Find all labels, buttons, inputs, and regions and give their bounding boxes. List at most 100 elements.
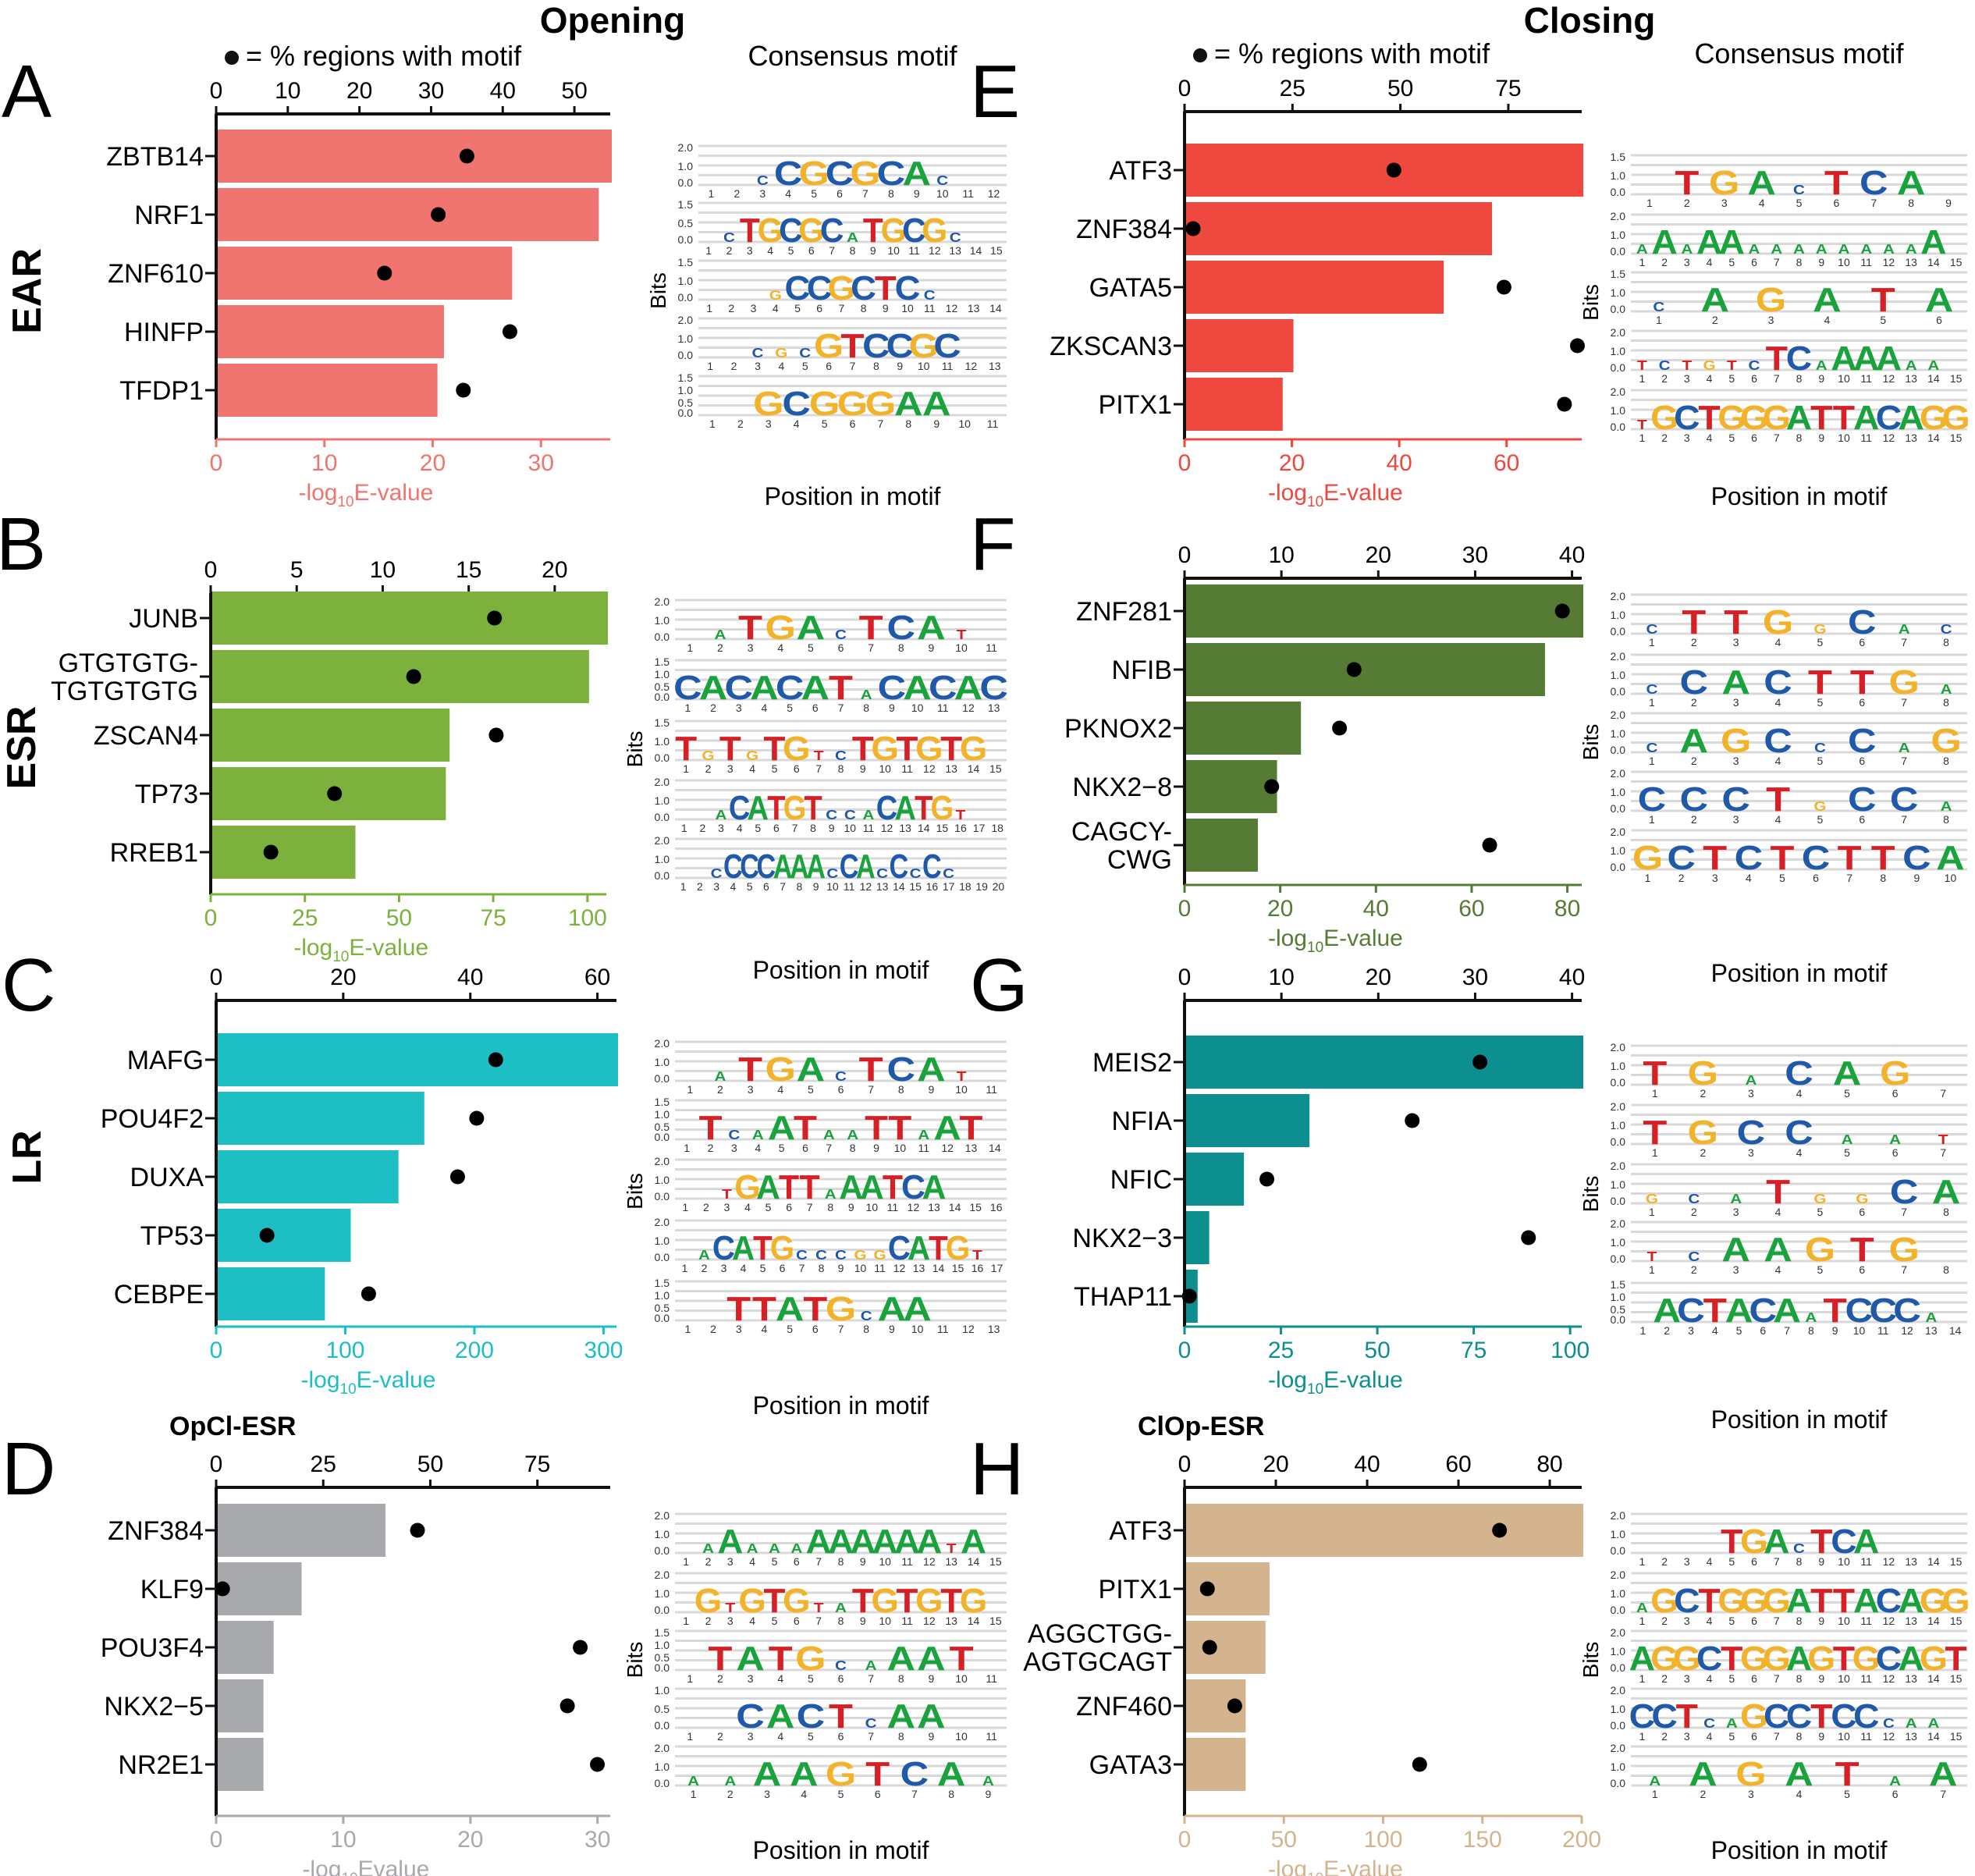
bottom-tick-label: 40 xyxy=(1386,450,1412,476)
logo-letter: A xyxy=(1898,1639,1923,1678)
panel-a: A EAR = % regions with motif Consensus moti… xyxy=(2,40,1007,510)
percent-dot xyxy=(1181,1288,1197,1304)
logo-letter: A xyxy=(1853,398,1879,437)
logo-letter: G xyxy=(828,269,855,307)
logo-position-label: 7 xyxy=(911,1788,918,1800)
logo-ytick-label: 0.0 xyxy=(678,291,694,304)
percent-dot xyxy=(1521,1230,1536,1245)
logo-position-label: 9 xyxy=(1818,1672,1824,1685)
logo-position-label: 3 xyxy=(1684,1730,1690,1743)
percent-dot xyxy=(590,1757,606,1772)
logo-letter: T xyxy=(957,1068,967,1084)
logo-letter: A xyxy=(1813,281,1842,319)
panel-e: E = % regions with motif Consensus motif 0 2… xyxy=(970,37,1970,510)
logo-position-label: 11 xyxy=(901,762,913,775)
logo-position-label: 1 xyxy=(681,822,687,834)
logo-position-label: 9 xyxy=(883,302,889,314)
logo-position-label: 7 xyxy=(1940,1087,1946,1100)
logo-position-label: 8 xyxy=(1943,696,1949,709)
logo-letter: G xyxy=(758,211,783,250)
logo-letter: T xyxy=(1682,603,1706,641)
logo-letter: C xyxy=(1893,1292,1921,1330)
logo-letter: C xyxy=(1677,1292,1705,1330)
logo-position-label: 5 xyxy=(838,1788,844,1800)
logo-letter: A xyxy=(823,1127,835,1142)
logo-position-label: 10 xyxy=(911,1323,924,1335)
logo-ytick-label: 1.5 xyxy=(1611,268,1626,280)
logo-position-label: 1 xyxy=(1646,197,1653,209)
logo-letter: A xyxy=(797,609,826,647)
logo-letter: T xyxy=(767,788,785,826)
logo-position-label: 1 xyxy=(687,1672,693,1685)
logo-ytick-label: 1.5 xyxy=(655,716,670,729)
logo-letter: A xyxy=(1941,798,1952,814)
bottom-tick-label: 200 xyxy=(455,1338,494,1363)
logo-letter: G xyxy=(1931,722,1961,760)
category-label: ATF3 xyxy=(1109,1516,1172,1546)
logo-letter: A xyxy=(748,788,769,826)
logo-position-label: 5 xyxy=(1844,1788,1850,1800)
logo-letter: T xyxy=(1871,281,1895,319)
logo-letter: T xyxy=(1698,398,1721,437)
logo-ytick-label: 1.5 xyxy=(678,371,694,384)
top-tick-label: 20 xyxy=(1263,1451,1288,1477)
logo-letter: T xyxy=(841,326,865,364)
logo-position-label: 3 xyxy=(718,822,724,834)
logo-letter: T xyxy=(859,609,883,647)
logo-ytick-label: 1.5 xyxy=(655,1096,670,1108)
bar xyxy=(1186,1562,1270,1615)
logo-letter: G xyxy=(1805,1231,1835,1269)
logo-position-label: 15 xyxy=(936,822,949,834)
logo-position-label: 9 xyxy=(929,1672,935,1685)
logo-position-label: 10 xyxy=(958,417,971,430)
logo-position-label: 4 xyxy=(749,1615,755,1627)
top-tick-label: 10 xyxy=(275,78,300,104)
logo-position-label: 4 xyxy=(762,702,768,714)
percent-dot xyxy=(1227,1698,1242,1714)
logo-letter: C xyxy=(910,865,922,881)
logo-letter: T xyxy=(1643,1114,1667,1152)
logo-letter: T xyxy=(1637,357,1647,373)
bar xyxy=(1186,1504,1583,1557)
bar xyxy=(218,1679,264,1732)
logo-letter: C xyxy=(1688,1249,1700,1264)
logo-letter: C xyxy=(1785,1054,1813,1093)
logo-position-label: 11 xyxy=(937,1323,949,1335)
logo-position-label: 10 xyxy=(1838,1555,1850,1568)
logo-position-label: 9 xyxy=(870,244,876,257)
logo-letter: A xyxy=(916,1522,942,1561)
logo-position-label: 10 xyxy=(936,187,949,200)
logo-ytick-label: 0.5 xyxy=(655,680,670,693)
logo-ytick-label: 2.0 xyxy=(1611,1509,1626,1522)
logo-letter: G xyxy=(1763,1639,1791,1678)
logo-letter: G xyxy=(837,385,868,423)
logo-letter: A xyxy=(847,1127,858,1142)
category-label: ZNF384 xyxy=(108,1516,204,1546)
logo-position-label: 12 xyxy=(893,1262,906,1274)
logo-letter: G xyxy=(1942,398,1970,437)
logo-position-label: 14 xyxy=(968,1615,980,1627)
logo-position-label: 2 xyxy=(708,1142,714,1154)
position-in-motif-label: Position in motif xyxy=(753,1391,929,1419)
logo-position-label: 2 xyxy=(726,244,733,257)
logo-letter: A xyxy=(1793,241,1805,257)
category-label: ZNF610 xyxy=(108,259,204,289)
logo-ytick-label: 0.0 xyxy=(655,869,670,882)
logo-position-label: 1 xyxy=(680,880,687,893)
logo-position-label: 8 xyxy=(1796,1730,1803,1743)
logo-position-label: 8 xyxy=(838,762,844,775)
logo-position-label: 11 xyxy=(887,1201,899,1213)
percent-dot xyxy=(1199,1581,1215,1597)
logo-letter: C xyxy=(1638,780,1667,819)
logo-letter: T xyxy=(1698,1581,1721,1620)
dot-legend-label: = % regions with motif xyxy=(1214,37,1490,69)
logo-position-label: 7 xyxy=(780,880,786,893)
logo-letter: A xyxy=(1853,1581,1879,1620)
logo-letter: T xyxy=(1810,1697,1833,1736)
logo-position-label: 6 xyxy=(838,1083,844,1096)
logo-position-label: 7 xyxy=(1774,372,1780,385)
category-label: ZSCAN4 xyxy=(94,721,198,751)
logo-letter: A xyxy=(790,847,809,886)
logo-letter: C xyxy=(979,669,1008,707)
logo-letter: A xyxy=(766,1697,795,1736)
